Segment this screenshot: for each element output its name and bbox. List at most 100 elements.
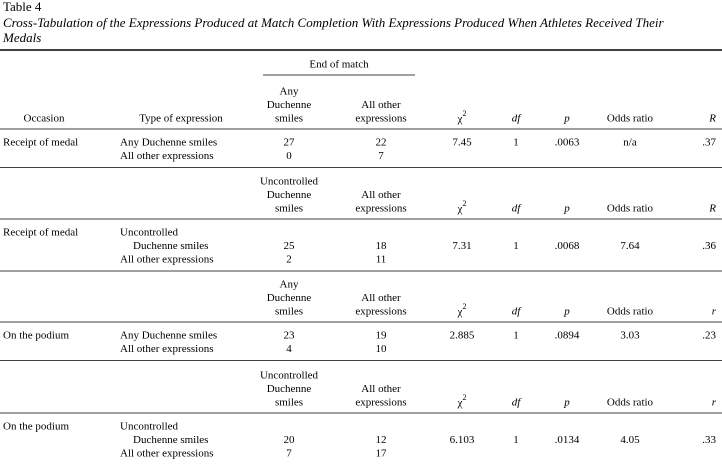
- chi-superscript: 2: [462, 393, 466, 402]
- column-head: expressions: [355, 306, 406, 318]
- count-cell: 23: [284, 330, 296, 342]
- occasion-cell: Receipt of medal: [3, 227, 78, 239]
- column-head: p: [563, 306, 570, 318]
- occasion-cell: On the podium: [3, 421, 69, 433]
- column-head: p: [563, 397, 570, 409]
- spanner-head: End of match: [309, 59, 369, 71]
- stat-cell: 1: [513, 240, 519, 252]
- count-cell: 12: [376, 434, 387, 446]
- column-head: Uncontrolled: [260, 370, 319, 382]
- chi-superscript: 2: [462, 109, 466, 118]
- chi-square-head: χ2: [457, 109, 467, 125]
- stat-cell: 6.103: [450, 434, 475, 446]
- type-cell: All other expressions: [120, 150, 213, 162]
- column-head: Odds ratio: [607, 397, 654, 409]
- stat-cell: .23: [702, 330, 716, 342]
- table-title: Cross-Tabulation of the Expressions Prod…: [3, 15, 664, 30]
- type-cell: Uncontrolled: [120, 421, 179, 433]
- stat-cell: 7.31: [452, 240, 471, 252]
- chi-square-head: χ2: [457, 302, 467, 318]
- column-head: All other: [361, 292, 401, 304]
- type-cell: Duchenne smiles: [133, 434, 208, 446]
- column-head: expressions: [355, 113, 406, 125]
- type-cell: Any Duchenne smiles: [120, 137, 217, 149]
- count-cell: 7: [286, 448, 292, 460]
- column-head: Occasion: [24, 113, 65, 125]
- column-head: Duchenne: [267, 292, 312, 304]
- column-head: df: [512, 306, 523, 318]
- column-head: Any: [280, 86, 299, 98]
- count-cell: 0: [286, 150, 292, 162]
- stat-cell: .0134: [555, 434, 580, 446]
- chi-square-head: χ2: [457, 393, 467, 409]
- stat-cell: 7.45: [452, 137, 472, 149]
- count-cell: 27: [284, 137, 296, 149]
- column-head: r: [712, 397, 717, 409]
- column-head: r: [712, 306, 717, 318]
- count-cell: 22: [376, 137, 387, 149]
- column-head: R: [708, 113, 716, 125]
- column-head: Odds ratio: [607, 306, 654, 318]
- stat-cell: 2.885: [450, 330, 475, 342]
- table-title: Medals: [2, 30, 41, 45]
- stat-cell: n/a: [623, 137, 637, 149]
- type-cell: Duchenne smiles: [133, 240, 208, 252]
- stat-cell: .37: [702, 137, 716, 149]
- count-cell: 18: [376, 240, 388, 252]
- column-head: p: [563, 203, 570, 215]
- column-head: smiles: [275, 397, 303, 409]
- stat-cell: .0063: [555, 137, 580, 149]
- stat-cell: 7.64: [620, 240, 640, 252]
- count-cell: 10: [376, 343, 388, 355]
- column-head: Duchenne: [267, 99, 312, 111]
- count-cell: 2: [286, 254, 292, 266]
- column-head: All other: [361, 99, 401, 111]
- type-cell: Any Duchenne smiles: [120, 330, 217, 342]
- count-cell: 25: [284, 240, 296, 252]
- type-cell: All other expressions: [120, 448, 213, 460]
- count-cell: 20: [284, 434, 296, 446]
- count-cell: 4: [286, 343, 292, 355]
- stat-cell: 1: [513, 137, 519, 149]
- column-head: All other: [361, 189, 401, 201]
- column-head: Duchenne: [267, 189, 312, 201]
- count-cell: 17: [376, 448, 388, 460]
- column-head: df: [512, 113, 523, 125]
- column-head: Type of expression: [139, 113, 223, 125]
- chi-symbol: χ: [457, 306, 463, 318]
- chi-superscript: 2: [462, 199, 466, 208]
- chi-symbol: χ: [457, 397, 463, 409]
- column-head: df: [512, 397, 523, 409]
- stat-cell: .33: [702, 434, 716, 446]
- column-head: smiles: [275, 306, 303, 318]
- column-head: Duchenne: [267, 383, 312, 395]
- column-head: smiles: [275, 203, 303, 215]
- table-label: Table 4: [3, 0, 42, 14]
- chi-square-head: χ2: [457, 199, 467, 215]
- column-head: p: [563, 113, 570, 125]
- stat-cell: 1: [513, 330, 519, 342]
- column-head: Odds ratio: [607, 113, 654, 125]
- type-cell: Uncontrolled: [120, 227, 179, 239]
- stat-cell: .0068: [555, 240, 580, 252]
- type-cell: All other expressions: [120, 254, 213, 266]
- stat-cell: .0894: [555, 330, 580, 342]
- column-head: expressions: [355, 397, 406, 409]
- column-head: Odds ratio: [607, 203, 654, 215]
- chi-symbol: χ: [457, 203, 463, 215]
- chi-symbol: χ: [457, 113, 463, 125]
- column-head: All other: [361, 383, 401, 395]
- occasion-cell: On the podium: [3, 330, 69, 342]
- chi-superscript: 2: [462, 302, 466, 311]
- type-cell: All other expressions: [120, 343, 213, 355]
- column-head: R: [708, 203, 716, 215]
- column-head: Uncontrolled: [260, 176, 319, 188]
- count-cell: 7: [378, 150, 384, 162]
- stat-cell: 3.03: [620, 330, 640, 342]
- count-cell: 19: [376, 330, 388, 342]
- column-head: smiles: [275, 113, 303, 125]
- column-head: expressions: [355, 203, 406, 215]
- stat-cell: 4.05: [620, 434, 640, 446]
- column-head: Any: [280, 279, 299, 291]
